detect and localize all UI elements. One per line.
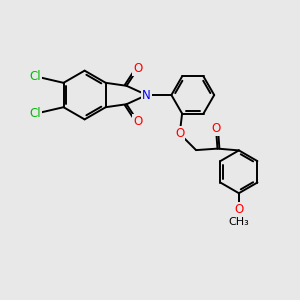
Text: O: O (234, 203, 244, 216)
Text: O: O (175, 127, 184, 140)
Text: O: O (212, 122, 220, 135)
Text: CH₃: CH₃ (229, 217, 249, 227)
Text: Cl: Cl (29, 70, 41, 83)
Text: Cl: Cl (29, 107, 41, 120)
Text: N: N (142, 88, 151, 101)
Text: O: O (133, 62, 142, 75)
Text: O: O (133, 115, 142, 128)
